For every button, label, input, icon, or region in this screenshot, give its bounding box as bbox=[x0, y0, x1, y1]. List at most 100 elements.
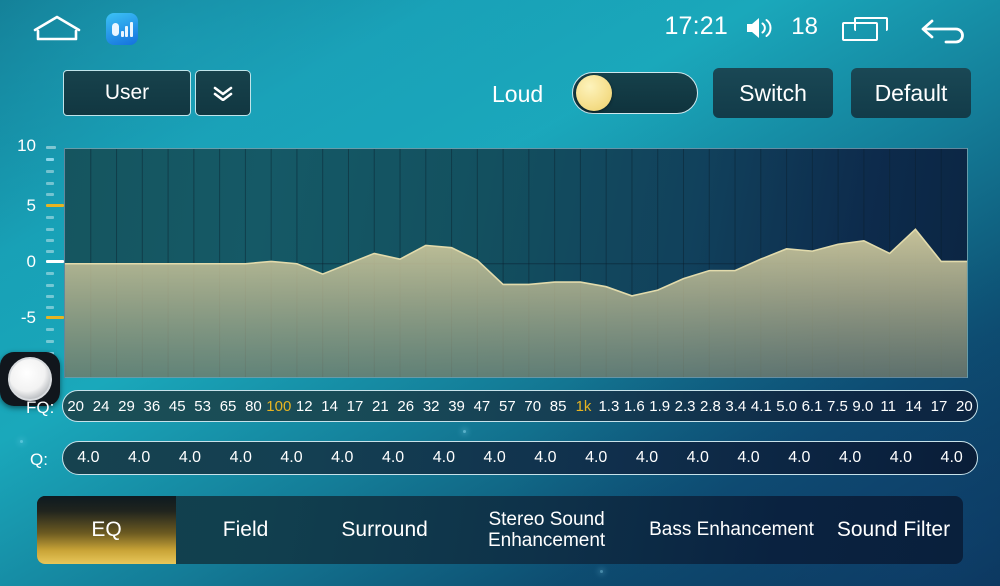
frequency-cell[interactable]: 17 bbox=[346, 397, 364, 415]
mode-tabbar[interactable]: EQ Field Surround Stereo Sound Enhancement B… bbox=[37, 496, 963, 564]
frequency-cell[interactable]: 14 bbox=[321, 397, 338, 415]
frequency-cell[interactable]: 32 bbox=[422, 397, 440, 415]
y-tick-minor bbox=[46, 170, 54, 173]
frequency-cell[interactable]: 26 bbox=[397, 397, 415, 415]
frequency-cell[interactable]: 3.4 bbox=[725, 397, 747, 415]
volume-icon[interactable] bbox=[745, 15, 775, 41]
back-arrow-icon[interactable] bbox=[920, 10, 970, 46]
frequency-cell[interactable]: 24 bbox=[92, 397, 110, 415]
tab-field[interactable]: Field bbox=[222, 518, 269, 542]
y-tick-major--5 bbox=[46, 316, 64, 319]
q-factor-cell[interactable]: 4.0 bbox=[940, 449, 963, 466]
frequency-cell[interactable]: 14 bbox=[905, 397, 922, 415]
sound-effect-app-icon[interactable] bbox=[106, 13, 138, 45]
home-icon[interactable] bbox=[33, 14, 81, 42]
default-button[interactable]: Default bbox=[851, 68, 971, 118]
frequency-cell[interactable]: 47 bbox=[473, 397, 491, 415]
recents-icon[interactable] bbox=[842, 17, 888, 41]
y-tick-label-0: 0 bbox=[26, 252, 36, 271]
fq-row-label: FQ: bbox=[26, 398, 55, 417]
y-tick-label-5: 5 bbox=[26, 196, 36, 215]
volume-level: 18 bbox=[791, 13, 818, 40]
tab-eq[interactable]: EQ bbox=[37, 496, 177, 564]
loudness-toggle-knob bbox=[576, 75, 612, 111]
recents-back-rect bbox=[854, 17, 888, 31]
q-factor-cell[interactable]: 4.0 bbox=[178, 449, 202, 466]
frequency-cell[interactable]: 1.3 bbox=[598, 397, 620, 415]
frequency-cell[interactable]: 6.1 bbox=[801, 397, 823, 415]
sparkle bbox=[463, 430, 466, 433]
frequency-cell[interactable]: 2.3 bbox=[674, 397, 696, 415]
sparkle bbox=[20, 440, 23, 443]
loudness-toggle[interactable] bbox=[572, 72, 698, 114]
frequency-cell[interactable]: 9.0 bbox=[852, 397, 874, 415]
frequency-cell[interactable]: 1.9 bbox=[649, 397, 671, 415]
frequency-cell[interactable]: 11 bbox=[880, 397, 896, 415]
eq-curve-line bbox=[65, 228, 967, 297]
q-factor-cell[interactable]: 4.0 bbox=[331, 449, 354, 466]
tab-stereo-sound-enhancement[interactable]: Stereo Sound Enhancement bbox=[487, 508, 606, 551]
preset-dropdown-button[interactable] bbox=[195, 70, 251, 116]
frequency-cell[interactable]: 2.8 bbox=[700, 397, 721, 415]
y-tick-minor bbox=[46, 272, 54, 275]
frequency-cell[interactable]: 7.5 bbox=[826, 397, 848, 415]
frequency-cell[interactable]: 85 bbox=[549, 397, 567, 415]
frequency-cell[interactable]: 80 bbox=[245, 397, 262, 415]
microphone-glyph bbox=[111, 22, 119, 36]
q-factor-cell[interactable]: 4.0 bbox=[838, 449, 862, 466]
status-bar: 17:21 18 bbox=[0, 0, 1000, 57]
tab-bass-enhancement[interactable]: Bass Enhancement bbox=[649, 519, 814, 541]
frequency-cell[interactable]: 39 bbox=[448, 397, 465, 415]
frequency-cell[interactable]: 20 bbox=[956, 397, 973, 415]
frequency-cell[interactable]: 1k bbox=[575, 397, 592, 415]
q-factor-cell[interactable]: 4.0 bbox=[635, 449, 659, 466]
rotary-knob[interactable] bbox=[0, 352, 60, 406]
q-factor-cell[interactable]: 4.0 bbox=[534, 449, 557, 466]
frequency-cell[interactable]: 20 bbox=[67, 397, 85, 415]
q-factor-cell[interactable]: 4.0 bbox=[77, 449, 100, 466]
eq-graph[interactable] bbox=[64, 148, 968, 378]
frequency-cell[interactable]: 70 bbox=[524, 397, 542, 415]
q-factor-cell[interactable]: 4.0 bbox=[483, 449, 506, 466]
q-factor-cell[interactable]: 4.0 bbox=[788, 449, 811, 466]
y-tick-minor bbox=[46, 328, 54, 331]
frequency-cell[interactable]: 29 bbox=[118, 397, 135, 415]
q-row-label: Q: bbox=[30, 450, 48, 469]
eq-curve-svg bbox=[65, 149, 967, 377]
frequency-cell[interactable]: 4.1 bbox=[750, 397, 772, 415]
q-factor-cell[interactable]: 4.0 bbox=[128, 449, 151, 466]
frequency-row[interactable]: 20 24 29 36 45 53 65 80 100 12 14 17 21 26 32 39 47 57 70 8… bbox=[62, 390, 978, 422]
frequency-cell[interactable]: 17 bbox=[930, 397, 948, 415]
status-clock: 17:21 bbox=[664, 12, 728, 40]
frequency-cell[interactable]: 53 bbox=[194, 397, 211, 415]
frequency-cell[interactable]: 12 bbox=[295, 397, 313, 415]
tab-surround[interactable]: Surround bbox=[341, 518, 428, 542]
frequency-cell[interactable]: 5.0 bbox=[776, 397, 798, 415]
eq-y-axis: 10 5 0 -5 bbox=[0, 136, 64, 390]
frequency-cell[interactable]: 36 bbox=[143, 397, 161, 415]
recents-front-rect bbox=[842, 22, 878, 41]
y-tick-minor bbox=[46, 239, 54, 242]
y-tick-minor bbox=[46, 146, 56, 149]
frequency-cell[interactable]: 21 bbox=[372, 397, 389, 415]
q-factor-cell[interactable]: 4.0 bbox=[686, 449, 709, 466]
frequency-cell[interactable]: 57 bbox=[498, 397, 516, 415]
frequency-cell[interactable]: 1.6 bbox=[623, 397, 645, 415]
q-factor-cell[interactable]: 4.0 bbox=[432, 449, 455, 466]
frequency-cell[interactable]: 45 bbox=[168, 397, 186, 415]
switch-button[interactable]: Switch bbox=[713, 68, 833, 118]
q-factor-cell[interactable]: 4.0 bbox=[585, 449, 608, 466]
y-tick-minor bbox=[46, 295, 54, 298]
eq-curve-area bbox=[65, 229, 967, 377]
q-factor-cell[interactable]: 4.0 bbox=[737, 449, 760, 466]
q-factor-cell[interactable]: 4.0 bbox=[280, 449, 303, 466]
q-factor-cell[interactable]: 4.0 bbox=[229, 449, 252, 466]
q-factor-row[interactable]: 4.0 4.0 4.0 4.0 4.0 4.0 4.0 4.0 4.0 4.0 4.0 4.0 4.0 4… bbox=[62, 441, 978, 475]
q-factor-cell[interactable]: 4.0 bbox=[381, 449, 405, 466]
tab-sound-filter[interactable]: Sound Filter bbox=[836, 518, 951, 542]
frequency-cell[interactable]: 100 bbox=[266, 397, 292, 415]
eq-graph-frame[interactable] bbox=[64, 148, 968, 378]
q-factor-cell[interactable]: 4.0 bbox=[889, 449, 913, 466]
frequency-cell[interactable]: 65 bbox=[219, 397, 237, 415]
preset-selector-button[interactable]: User bbox=[63, 70, 191, 116]
